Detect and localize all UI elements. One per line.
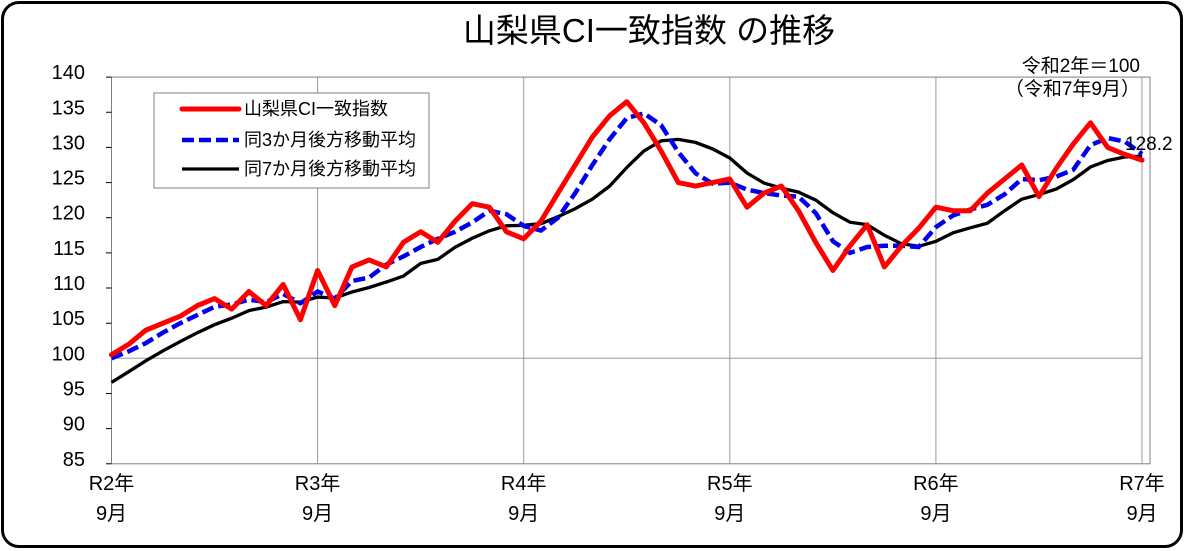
- svg-text:110: 110: [53, 273, 85, 295]
- svg-text:9月: 9月: [1126, 503, 1157, 525]
- svg-text:R7年: R7年: [1119, 472, 1165, 495]
- svg-text:同3か月後方移動平均: 同3か月後方移動平均: [244, 130, 416, 150]
- svg-text:90: 90: [63, 414, 85, 436]
- svg-text:120: 120: [52, 203, 85, 225]
- svg-text:128.2: 128.2: [1125, 134, 1173, 155]
- svg-text:R6年: R6年: [913, 472, 959, 495]
- svg-text:135: 135: [52, 97, 85, 119]
- svg-text:130: 130: [52, 132, 85, 154]
- svg-text:9月: 9月: [920, 503, 951, 525]
- svg-text:125: 125: [52, 168, 85, 190]
- svg-text:9月: 9月: [508, 503, 539, 525]
- svg-text:95: 95: [63, 379, 85, 401]
- svg-text:R4年: R4年: [501, 472, 547, 495]
- svg-text:R5年: R5年: [707, 472, 753, 495]
- svg-text:R2年: R2年: [89, 472, 135, 495]
- svg-text:R3年: R3年: [295, 472, 341, 495]
- svg-text:9月: 9月: [714, 503, 745, 525]
- svg-text:山梨県CI一致指数: 山梨県CI一致指数: [244, 99, 388, 119]
- svg-text:85: 85: [63, 449, 85, 471]
- svg-text:同7か月後方移動平均: 同7か月後方移動平均: [244, 159, 416, 179]
- svg-text:100: 100: [52, 343, 85, 365]
- svg-text:9月: 9月: [302, 503, 333, 525]
- svg-text:115: 115: [53, 238, 85, 260]
- svg-text:9月: 9月: [96, 503, 127, 525]
- svg-text:105: 105: [52, 308, 85, 330]
- svg-text:140: 140: [52, 62, 85, 84]
